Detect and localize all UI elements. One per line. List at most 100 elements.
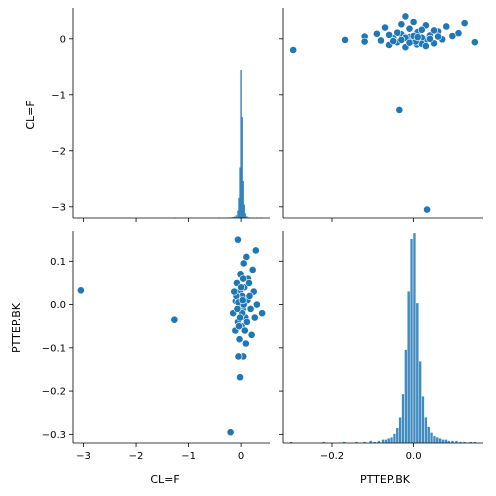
tl-ytick-label: −2 <box>51 146 66 157</box>
scatter-point <box>360 37 369 46</box>
scatter-point <box>226 428 235 437</box>
scatter-point <box>413 33 422 42</box>
scatter-point <box>389 37 398 45</box>
tl-ytick-label: −3 <box>51 202 66 213</box>
hist-pt-bar <box>430 432 434 444</box>
scatter-point <box>395 106 404 114</box>
bl-xtick-label: −3 <box>76 451 91 462</box>
scatter-point <box>252 300 261 309</box>
scatter-point <box>289 46 298 54</box>
scatter-point <box>393 28 402 37</box>
hist-pt-bar <box>392 433 396 444</box>
hist-pt-bar <box>427 426 431 444</box>
ylabel-bottom: PTTEP.BK <box>10 302 23 353</box>
scatter-point <box>385 30 394 39</box>
scatter-point <box>234 352 243 361</box>
br-xtick-label: −0.2 <box>320 451 344 462</box>
scatter-point <box>251 246 260 255</box>
hist-pt-bar <box>390 437 394 444</box>
hist-cl-bar <box>243 204 245 218</box>
scatter-point <box>235 335 244 344</box>
bl-ytick-label: 0.0 <box>50 300 66 311</box>
hist-cl-bar <box>238 197 240 218</box>
hist-pt-bar <box>412 232 416 444</box>
hist-pt-bar <box>424 417 428 444</box>
hist-pt-bar <box>432 435 436 444</box>
bl-ytick-label: −0.2 <box>42 387 66 398</box>
scatter-point <box>236 373 244 382</box>
scatter-point <box>245 279 253 287</box>
scatter-point <box>381 23 389 32</box>
hist-pt-bar <box>407 291 411 444</box>
scatter-point <box>442 22 451 31</box>
scatter-point <box>170 315 179 324</box>
bl-xtick-label: −2 <box>129 451 144 462</box>
hist-cl-bar <box>235 215 238 218</box>
hist-pt-bar <box>395 427 399 444</box>
hist-pt-bar <box>384 439 388 444</box>
scatter-point <box>236 313 244 322</box>
bl-ytick-label: −0.1 <box>42 343 66 354</box>
hist-pt-bar <box>438 438 442 444</box>
scatter-point <box>430 26 438 35</box>
hist-cl-bar <box>239 167 241 218</box>
scatter-point <box>341 36 349 44</box>
panel-cl-vs-pt-scatter: −3 −2 −1 0 −0.3 −0.2 −0.1 0.0 0.1 <box>42 231 270 462</box>
hist-cl-bar <box>246 216 248 218</box>
scatter-point <box>239 259 248 268</box>
scatter-point <box>397 36 406 44</box>
hist-pt-bar <box>401 393 405 444</box>
hist-cl-bar <box>240 70 242 218</box>
scatter-point <box>426 34 434 43</box>
panel-cl-hist: −3 −2 −1 0 <box>51 8 270 222</box>
scatter-point <box>401 12 410 21</box>
scatter-point <box>240 326 249 335</box>
axis-labels: CL=F PTTEP.BK CL=F PTTEP.BK <box>10 100 411 486</box>
scatter-point <box>405 24 414 33</box>
scatter-point <box>421 42 430 50</box>
hist-pt-bar <box>404 349 408 444</box>
scatter-point <box>409 18 418 26</box>
hist-pt-bar <box>398 417 402 444</box>
hist-pt-bar <box>444 439 448 444</box>
panel-pt-vs-cl-scatter <box>279 8 483 222</box>
hist-pt-bar <box>387 438 391 444</box>
scatter-point <box>245 291 254 300</box>
tl-ytick-label: −1 <box>51 90 66 101</box>
scatter-point <box>242 317 251 326</box>
scatter-point <box>239 274 248 283</box>
hist-pt-bar <box>441 439 445 444</box>
bl-xtick-label: −1 <box>181 451 196 462</box>
scatter-point <box>460 19 469 28</box>
scatter-point <box>238 296 247 305</box>
hist-cl-bar <box>232 216 234 218</box>
tl-ytick-label: 0 <box>60 34 66 45</box>
hist-cl-bar <box>244 213 247 218</box>
bl-ytick-label: 0.1 <box>50 257 66 268</box>
bl-xtick-label: 0 <box>238 451 244 462</box>
br-xtick-label: 0.0 <box>406 451 422 462</box>
scatter-point <box>397 20 406 29</box>
scatter-point <box>405 38 414 47</box>
hist-pt-bar <box>415 302 419 444</box>
scatter-point <box>230 287 239 296</box>
scatter-point <box>234 235 242 244</box>
xlabel-left: CL=F <box>150 473 179 486</box>
xlabel-right: PTTEP.BK <box>360 473 411 486</box>
scatter-point <box>372 29 381 38</box>
hist-cl-bar <box>234 216 236 218</box>
scatter-point <box>417 25 426 34</box>
scatter-point <box>233 304 242 313</box>
scatter-point <box>246 304 255 313</box>
scatter-point <box>242 253 251 261</box>
scatter-point <box>470 38 479 47</box>
scatter-point <box>377 36 385 45</box>
scatter-point <box>247 330 256 339</box>
scatter-point <box>448 32 457 40</box>
ylabel-top: CL=F <box>24 100 37 129</box>
scatter-point <box>237 283 246 292</box>
bl-ytick-label: −0.3 <box>42 430 66 441</box>
hist-pt-bar <box>418 361 422 444</box>
scatter-point <box>248 266 257 274</box>
hist-pt-bar <box>410 238 414 444</box>
